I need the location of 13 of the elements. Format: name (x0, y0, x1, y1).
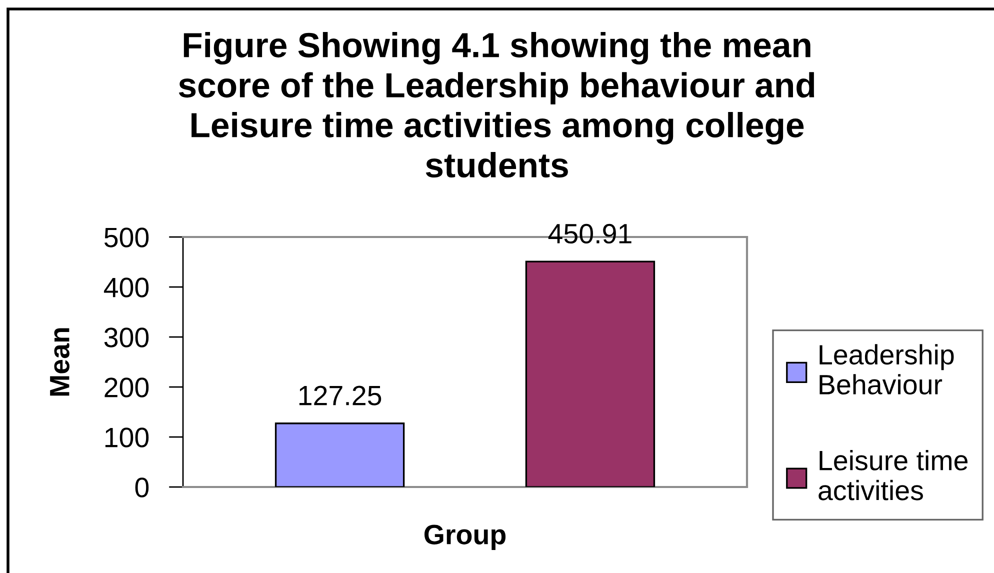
chart-title: Figure Showing 4.1 showing the mean score of the Leadership behaviour and Leisure time activities among college students (178, 32, 814, 178)
y-tick-label: 300 (104, 328, 149, 348)
y-tick-label: 200 (104, 378, 149, 398)
data-label: 450.91 (548, 224, 632, 244)
y-axis-title: Mean (50, 328, 70, 396)
x-axis-title: Group (424, 524, 506, 550)
y-tick-label: 400 (104, 278, 149, 298)
legend-label: Leisure time activities (818, 450, 968, 500)
data-label: 127.25 (299, 386, 382, 406)
legend-label: Leadership Behaviour (820, 344, 954, 395)
y-tick-label: 500 (104, 228, 149, 248)
y-tick-label: 100 (105, 428, 149, 448)
y-tick-label: 0 (135, 478, 149, 498)
